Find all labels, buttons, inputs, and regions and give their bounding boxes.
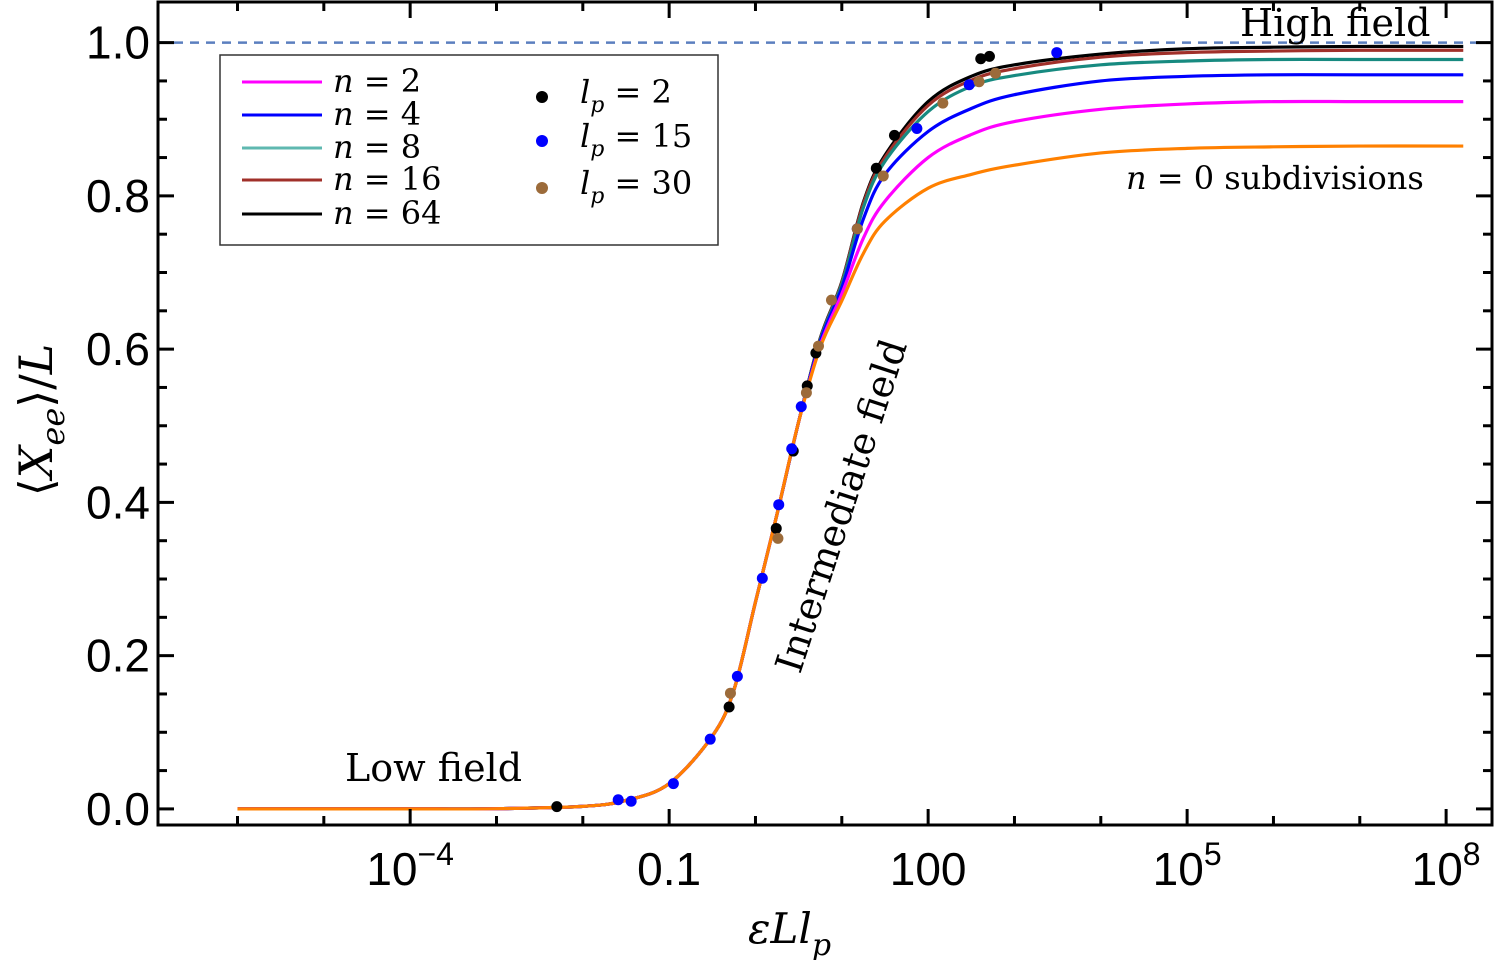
y-tick-label: 1.0 — [86, 17, 150, 69]
x-tick-label: 108 — [1412, 836, 1481, 895]
svg-text:εLlp: εLlp — [748, 904, 831, 960]
legend-label-n-4: n = 4 — [333, 95, 421, 133]
data-point-lp-30 — [990, 67, 1002, 79]
data-point-lp-2 — [551, 801, 563, 813]
data-point-lp-15 — [1051, 47, 1063, 59]
series-line-n-0-subdivisions — [237, 144, 1464, 811]
data-point-lp-15 — [756, 572, 768, 584]
data-point-lp-15 — [667, 778, 679, 790]
data-point-lp-30 — [973, 76, 985, 88]
data-point-lp-15 — [731, 670, 743, 682]
data-point-lp-15 — [625, 795, 637, 807]
legend-label-lp-2: lp = 2 — [580, 73, 672, 118]
data-point-lp-2 — [870, 162, 882, 174]
data-points — [551, 47, 1063, 813]
legend-marker-lp-2 — [536, 91, 548, 103]
axes: 10−4 0.1 100 105 108 0.0 0.2 0.4 0.6 0.8 1.0 — [86, 0, 1494, 895]
annotation-n0-subdivisions: n = 0 subdivisions — [1126, 159, 1424, 197]
legend-marker-lp-30 — [536, 182, 548, 194]
legend-label-n-64: n = 64 — [333, 194, 441, 232]
y-tick-label: 0.0 — [86, 783, 150, 835]
legend-box — [219, 54, 719, 246]
plot-frame — [156, 0, 1494, 827]
legend-marker-lp-15 — [536, 135, 548, 147]
x-tick-label: 100 — [890, 843, 967, 895]
legend-label-lp-30: lp = 30 — [580, 164, 692, 209]
data-point-lp-30 — [825, 294, 837, 306]
data-point-lp-15 — [911, 122, 923, 134]
legend-label-lp-15: lp = 15 — [580, 117, 692, 162]
annotation-low-field: Low field — [345, 746, 522, 790]
data-point-lp-2 — [770, 522, 782, 534]
data-point-lp-15 — [963, 79, 975, 91]
x-tick-label: 0.1 — [637, 843, 701, 895]
legend: n = 2n = 4n = 8n = 16n = 64 lp = 2lp = 15… — [219, 54, 719, 246]
data-point-lp-30 — [877, 170, 889, 182]
annotation-high-field: High field — [1240, 1, 1430, 45]
legend-label-n-2: n = 2 — [333, 62, 421, 100]
legend-label-n-16: n = 16 — [333, 160, 441, 198]
x-axis-label: εLlp — [748, 904, 831, 960]
y-tick-label: 0.4 — [86, 476, 150, 528]
legend-label-n-8: n = 8 — [333, 128, 421, 166]
data-point-lp-2 — [723, 701, 735, 713]
y-tick-label: 0.8 — [86, 170, 150, 222]
data-point-lp-2 — [888, 129, 900, 141]
data-point-lp-15 — [773, 499, 785, 511]
data-point-lp-15 — [795, 401, 807, 413]
data-point-lp-2 — [975, 53, 987, 65]
data-point-lp-30 — [812, 340, 824, 352]
data-point-lp-15 — [612, 794, 624, 806]
data-point-lp-30 — [800, 387, 812, 399]
y-axis-label: ⟨Xee⟩/L — [9, 344, 72, 497]
x-tick-label: 105 — [1153, 836, 1222, 895]
data-point-lp-30 — [724, 687, 736, 699]
data-point-lp-15 — [704, 733, 716, 745]
annotation-intermediate-field: Intermediate field — [767, 334, 916, 678]
y-tick-label: 0.2 — [86, 630, 150, 682]
data-point-lp-2 — [983, 50, 995, 62]
data-point-lp-30 — [772, 532, 784, 544]
data-point-lp-15 — [786, 443, 798, 455]
x-tick-label: 10−4 — [366, 836, 454, 895]
y-tick-label: 0.6 — [86, 323, 150, 375]
data-point-lp-30 — [937, 97, 949, 109]
svg-text:⟨Xee⟩/L: ⟨Xee⟩/L — [9, 344, 72, 497]
data-point-lp-30 — [851, 223, 863, 235]
